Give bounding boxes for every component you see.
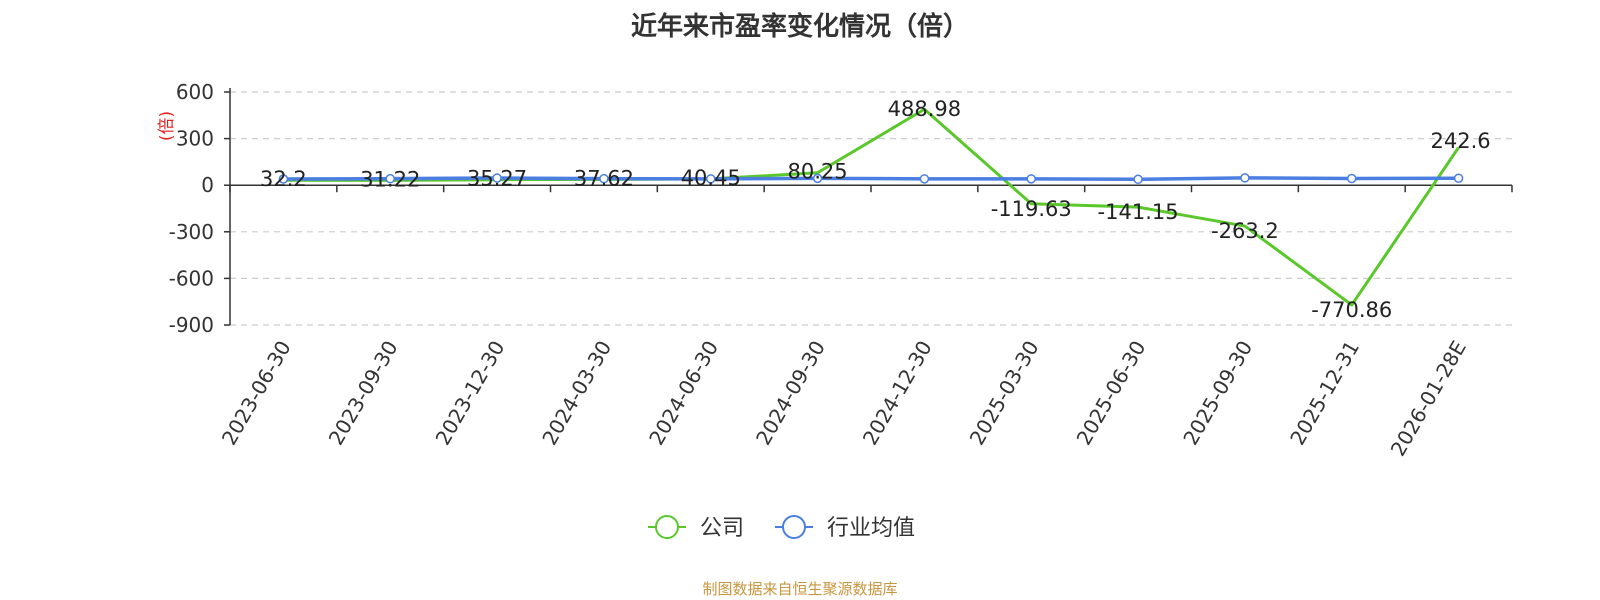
series-point-1	[1240, 173, 1250, 183]
x-tick-label: 2024-03-30	[537, 337, 616, 450]
series-point-1	[1133, 174, 1143, 185]
legend: 公司 行业均值	[648, 515, 915, 541]
series-point-1	[1347, 173, 1357, 184]
data-label: -770.86	[1311, 298, 1392, 322]
y-tick-label: -300	[169, 220, 214, 244]
x-tick-label: 2024-12-30	[858, 337, 937, 450]
series-point-1	[1453, 173, 1464, 183]
chart-title: 近年来市盈率变化情况（倍）	[630, 12, 969, 42]
legend-marker-0	[655, 515, 679, 539]
x-tick-label: 2025-03-30	[965, 337, 1044, 450]
series-point-1	[492, 173, 502, 183]
y-tick-label: -600	[169, 266, 214, 290]
x-tick-label: 2023-12-30	[431, 337, 510, 450]
series-point-1	[385, 173, 395, 184]
x-tick-label: 2025-12-31	[1285, 337, 1364, 450]
data-label: 37.62	[574, 166, 634, 190]
data-label: 242.6	[1431, 129, 1491, 153]
series-point-1	[599, 173, 609, 184]
axes: 600 300 0 -300 -600 -900 (倍) 2023-06-30 2023-09-…	[157, 80, 1513, 461]
x-tick-label: 2025-09-30	[1178, 337, 1257, 450]
series-lines	[278, 107, 1464, 307]
y-tick-label: 300	[176, 127, 214, 151]
y-tick-label: -900	[169, 313, 214, 337]
x-tick-label: 2023-09-30	[324, 337, 403, 450]
data-label: 32.2	[260, 167, 307, 191]
data-label: 40.45	[681, 166, 741, 190]
x-tick-label: 2025-06-30	[1072, 337, 1151, 450]
grid-lines	[230, 91, 1512, 326]
legend-label-1: 行业均值	[827, 516, 915, 541]
series-point-1	[278, 174, 289, 184]
data-label: -141.15	[1098, 200, 1179, 224]
legend-marker-1	[782, 515, 806, 539]
y-tick-label: 600	[176, 80, 214, 104]
data-labels: 32.2 31.22 35.27 37.62 40.45 80.25 488.98 -119.…	[260, 97, 1491, 322]
series-point-1	[706, 174, 716, 184]
data-label: 488.98	[888, 97, 961, 121]
x-tick-label: 2024-06-30	[644, 337, 723, 450]
source-note: 制图数据来自恒生聚源数据库	[702, 580, 898, 598]
series-point-1	[812, 173, 823, 184]
series-point-1	[919, 174, 930, 184]
series-point-1	[1026, 174, 1036, 184]
x-tick-label: 2024-09-30	[751, 337, 830, 450]
data-label: 80.25	[788, 160, 848, 184]
data-label: 35.27	[467, 167, 527, 191]
legend-label-0: 公司	[700, 516, 744, 541]
y-axis-label: (倍)	[157, 111, 177, 141]
data-label: -119.63	[991, 197, 1072, 221]
x-tick-label: 2026-01-28E	[1386, 337, 1471, 461]
data-label: 31.22	[360, 167, 420, 191]
series-line-1	[283, 176, 1459, 182]
y-tick-label: 0	[201, 173, 214, 197]
data-label: -263.2	[1211, 219, 1279, 243]
x-tick-label: 2023-06-30	[217, 337, 296, 450]
